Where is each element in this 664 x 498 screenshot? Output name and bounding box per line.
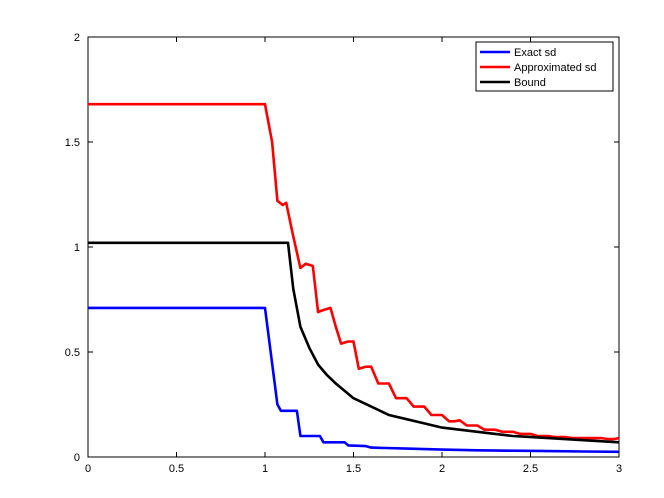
y-tick-label: 1 xyxy=(74,242,80,254)
x-tick-label: 2 xyxy=(439,463,445,475)
legend-label-bound: Bound xyxy=(514,77,546,89)
series-line-approximated-sd xyxy=(88,102,620,441)
x-tick-label: 0.5 xyxy=(169,463,184,475)
legend-label-exact-sd: Exact sd xyxy=(514,47,556,59)
x-tick-label: 0 xyxy=(85,463,91,475)
series-line-exact-sd xyxy=(88,306,620,454)
y-tick-label: 0 xyxy=(74,452,80,464)
series-line-bound xyxy=(88,241,620,444)
x-tick-label: 2.5 xyxy=(523,463,538,475)
x-tick-label: 1 xyxy=(262,463,268,475)
legend: Exact sd Approximated sd Bound xyxy=(475,41,614,92)
y-tick-label: 1.5 xyxy=(65,137,80,149)
x-tick-label: 3 xyxy=(616,463,622,475)
y-tick-label: 0.5 xyxy=(65,347,80,359)
plot-frame xyxy=(87,36,620,458)
x-tick-label: 1.5 xyxy=(346,463,361,475)
legend-label-approximated-sd: Approximated sd xyxy=(514,62,597,74)
axis-ticks: 0 0.5 1 1.5 2 2.5 3 0 0.5 1 1.5 2 xyxy=(65,32,622,475)
plot-area xyxy=(87,36,620,458)
series-layer xyxy=(88,102,620,454)
y-tick-label: 2 xyxy=(74,32,80,44)
